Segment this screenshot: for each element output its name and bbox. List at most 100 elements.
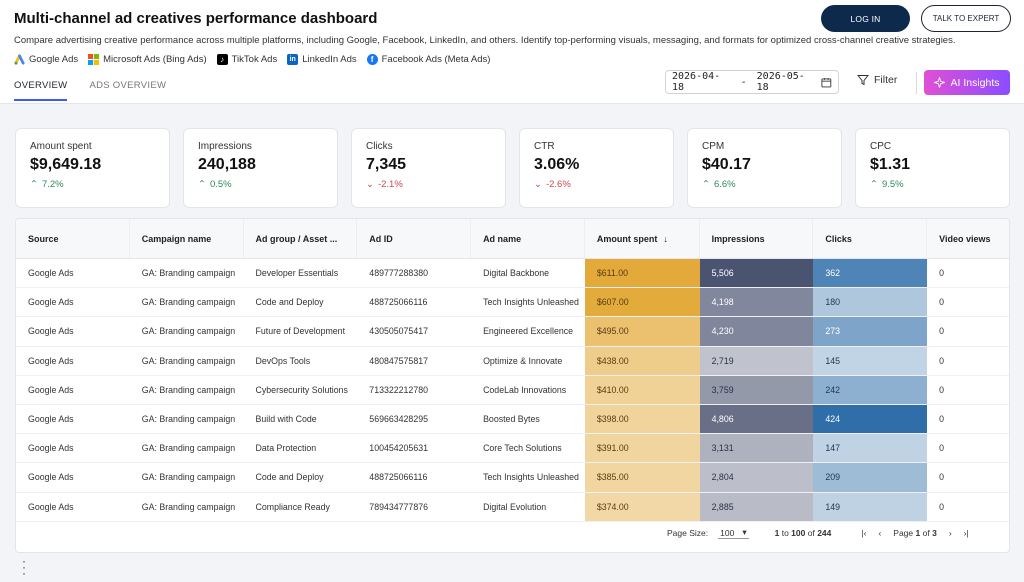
date-range-picker[interactable]: 2026-04-18 - 2026-05-18 xyxy=(665,70,839,94)
filter-label: Filter xyxy=(874,74,898,86)
table-row[interactable]: Google Ads GA: Branding campaign Build wit… xyxy=(16,404,1009,435)
date-from: 2026-04-18 xyxy=(672,71,721,93)
cell-clicks: 145 xyxy=(813,346,928,375)
page-size-select[interactable]: 100 ▾ xyxy=(718,527,749,539)
cell-clicks: 209 xyxy=(813,463,928,492)
page-size-value: 100 xyxy=(720,527,735,538)
google-ads-icon xyxy=(14,54,25,65)
page-total: 3 xyxy=(932,528,937,538)
cell-amount: $391.00 xyxy=(584,434,700,463)
column-header-label: Amount spent xyxy=(596,233,658,244)
cell-amount: $385.00 xyxy=(584,463,700,492)
page-size-label: Page Size: xyxy=(667,528,709,538)
column-header-source[interactable]: Source xyxy=(16,219,130,258)
filter-button[interactable]: Filter xyxy=(857,74,897,86)
facebook-icon: f xyxy=(366,54,378,65)
kpi-value: $1.31 xyxy=(870,156,911,173)
calendar-icon xyxy=(821,77,832,87)
range-to: 100 xyxy=(791,528,806,538)
kpi-change: ⌃ 7.2% xyxy=(30,179,155,190)
platform-facebook-ads[interactable]: f Facebook Ads (Meta Ads) xyxy=(366,54,491,65)
table-row[interactable]: Google Ads GA: Branding campaign Complianc… xyxy=(16,492,1009,522)
column-header-amount[interactable]: Amount spent ↓ xyxy=(585,219,700,258)
cell-impressions: 2,719 xyxy=(699,346,814,375)
platform-label: LinkedIn Ads xyxy=(302,54,357,65)
filter-icon xyxy=(857,75,869,86)
table-row[interactable]: Google Ads GA: Branding campaign Data Prot… xyxy=(16,434,1009,464)
platform-label: TikTok Ads xyxy=(231,54,278,65)
column-header-video-views[interactable]: Video views xyxy=(939,233,991,244)
cell-video-views: 0 xyxy=(939,297,945,308)
kpi-change-value: 7.2% xyxy=(41,179,64,190)
cell-amount: $398.00 xyxy=(584,404,700,434)
cell-adid: 713322212780 xyxy=(369,384,429,395)
cell-adname: Tech Insights Unleashed xyxy=(483,472,579,483)
ai-insights-button[interactable]: AI Insights xyxy=(924,70,1010,95)
table-row[interactable]: Google Ads GA: Branding campaign Cybersecu… xyxy=(16,375,1009,405)
cell-amount: $438.00 xyxy=(584,346,700,375)
platform-label: Facebook Ads (Meta Ads) xyxy=(381,54,491,65)
column-header-adname[interactable]: Ad name xyxy=(471,219,585,258)
platform-label: Google Ads xyxy=(29,54,79,65)
platform-tiktok-ads[interactable]: ♪ TikTok Ads xyxy=(216,54,278,65)
kpi-change-value: -2.6% xyxy=(545,179,571,190)
column-header-clicks[interactable]: Clicks xyxy=(813,219,928,258)
cell-adgroup: Data Protection xyxy=(255,443,317,454)
cell-adid: 480847575817 xyxy=(369,355,429,366)
more-options-icon[interactable]: · · · xyxy=(22,554,26,580)
cell-adname: Engineered Excellence xyxy=(483,326,574,337)
pagination: Page Size: 100 ▾ 1 to 100 of 244 |‹ ‹ Pag… xyxy=(16,514,1009,552)
tab-overview[interactable]: OVERVIEW xyxy=(14,80,68,101)
column-header-campaign[interactable]: Campaign name xyxy=(130,219,244,258)
arrow-down-icon: ⌄ xyxy=(366,179,374,190)
platform-label: Microsoft Ads (Bing Ads) xyxy=(103,54,207,65)
cell-adname: Digital Evolution xyxy=(483,501,547,512)
column-header-adid[interactable]: Ad ID xyxy=(357,219,472,258)
date-separator: - xyxy=(740,76,747,88)
page-indicator: Page 1 of 3 xyxy=(893,528,937,538)
table-row[interactable]: Google Ads GA: Branding campaign Code and … xyxy=(16,288,1009,318)
range-to-label: to xyxy=(781,528,789,538)
cell-campaign: GA: Branding campaign xyxy=(141,501,236,512)
talk-to-expert-button[interactable]: TALK TO EXPERT xyxy=(921,5,1011,32)
arrow-up-icon: ⌃ xyxy=(30,179,38,190)
last-page-icon[interactable]: ›| xyxy=(963,528,969,538)
kpi-change-value: 9.5% xyxy=(881,179,904,190)
cell-clicks: 242 xyxy=(813,375,928,404)
cell-adid: 100454205631 xyxy=(369,443,429,454)
page-subtitle: Compare advertising creative performance… xyxy=(14,35,956,46)
platform-google-ads[interactable]: Google Ads xyxy=(14,54,78,65)
table-row[interactable]: Google Ads GA: Branding campaign Developer… xyxy=(16,259,1009,289)
prev-page-icon[interactable]: ‹ xyxy=(878,528,882,538)
first-page-icon[interactable]: |‹ xyxy=(861,528,867,538)
cell-video-views: 0 xyxy=(939,472,945,483)
cell-impressions: 5,506 xyxy=(699,259,814,288)
tab-bar: OVERVIEW ADS OVERVIEW xyxy=(14,80,166,101)
tab-ads-overview[interactable]: ADS OVERVIEW xyxy=(89,80,167,91)
next-page-icon[interactable]: › xyxy=(948,528,952,538)
column-header-impressions[interactable]: Impressions xyxy=(700,219,814,258)
table-row[interactable]: Google Ads GA: Branding campaign Code and … xyxy=(16,463,1009,493)
platform-microsoft-ads[interactable]: Microsoft Ads (Bing Ads) xyxy=(88,54,207,65)
cell-adgroup: Code and Deploy xyxy=(255,472,324,483)
linkedin-icon: in xyxy=(287,54,299,65)
table-row[interactable]: Google Ads GA: Branding campaign Future of… xyxy=(16,317,1009,347)
platform-linkedin-ads[interactable]: in LinkedIn Ads xyxy=(287,54,357,65)
cell-adgroup: Build with Code xyxy=(255,414,317,425)
cell-source: Google Ads xyxy=(28,501,74,512)
column-header-adgroup[interactable]: Ad group / Asset ... xyxy=(244,219,358,258)
kpi-label: CPC xyxy=(870,141,892,152)
cell-adname: Tech Insights Unleashed xyxy=(483,297,579,308)
cell-adname: Core Tech Solutions xyxy=(483,443,562,454)
cell-campaign: GA: Branding campaign xyxy=(141,443,236,454)
arrow-up-icon: ⌃ xyxy=(702,179,710,190)
kpi-card: CPM $40.17 ⌃ 6.6% xyxy=(687,128,842,208)
table-row[interactable]: Google Ads GA: Branding campaign DevOps To… xyxy=(16,346,1009,376)
kpi-card: Amount spent $9,649.18 ⌃ 7.2% xyxy=(15,128,170,208)
cell-clicks: 180 xyxy=(813,288,928,317)
cell-adname: CodeLab Innovations xyxy=(483,384,567,395)
cell-campaign: GA: Branding campaign xyxy=(141,297,236,308)
cell-adid: 430505075417 xyxy=(369,326,429,337)
login-button[interactable]: LOG IN xyxy=(821,5,910,32)
cell-amount: $410.00 xyxy=(584,375,700,404)
